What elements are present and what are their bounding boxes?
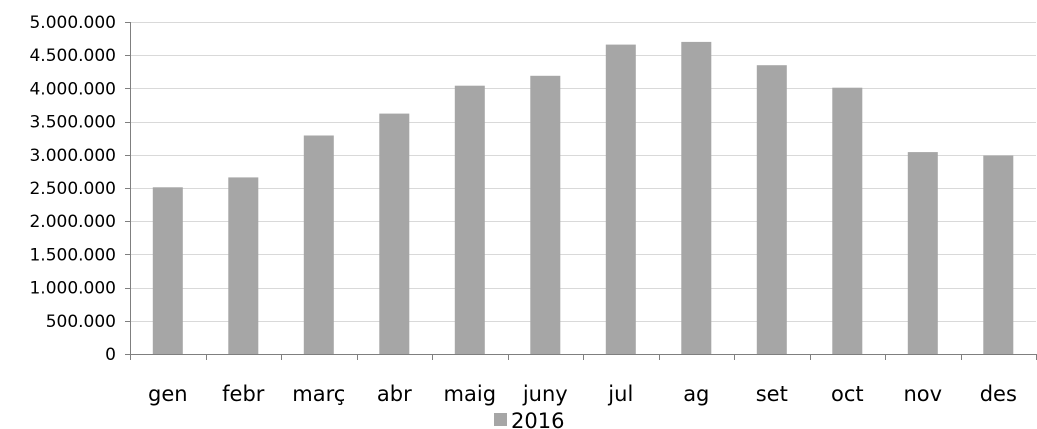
legend-swatch-2016 — [494, 413, 507, 426]
bar-maig — [454, 85, 485, 354]
bar-febr — [228, 177, 259, 354]
x-tick-label: abr — [377, 382, 412, 406]
bar-jul — [605, 44, 636, 354]
y-tick-label: 3.000.000 — [29, 146, 116, 166]
bar-ag — [681, 41, 712, 355]
bar-oct — [832, 87, 863, 354]
y-tick-label: 4.000.000 — [29, 79, 116, 99]
x-tick-label: ag — [683, 382, 709, 406]
x-tick-label: nov — [904, 382, 943, 406]
bar-març — [303, 135, 334, 354]
y-axis-tick-labels: 0 500.000 1.000.000 1.500.000 2.000.000 2.500… — [29, 13, 116, 365]
y-tick-label: 2.500.000 — [29, 179, 116, 199]
x-tick-label: set — [756, 382, 788, 406]
x-axis-category-labels: gen febr març abr maig juny jul ag set oct nov des — [148, 382, 1017, 406]
legend: 2016 — [494, 409, 564, 429]
bars — [152, 41, 1014, 355]
bar-des — [983, 155, 1014, 354]
y-tick-label: 3.500.000 — [29, 113, 116, 133]
x-tick-label: jul — [607, 382, 633, 406]
y-tick-label: 0 — [105, 345, 116, 365]
bar-nov — [907, 152, 938, 354]
y-tick-label: 4.500.000 — [29, 46, 116, 66]
bar-juny — [530, 75, 561, 355]
x-tick-label: maig — [444, 382, 497, 406]
axes — [125, 22, 1037, 360]
x-tick-label: març — [292, 382, 345, 406]
x-tick-label: oct — [831, 382, 864, 406]
y-tick-label: 2.000.000 — [29, 212, 116, 232]
y-tick-label: 5.000.000 — [29, 13, 116, 33]
x-tick-label: febr — [222, 382, 265, 406]
y-tick-label: 1.000.000 — [29, 279, 116, 299]
x-tick-label: des — [980, 382, 1017, 406]
gridlines — [130, 22, 1036, 322]
y-tick-label: 500.000 — [46, 312, 116, 332]
bar-abr — [379, 113, 410, 354]
legend-label-2016: 2016 — [511, 409, 564, 429]
y-tick-label: 1.500.000 — [29, 245, 116, 265]
bar-gen — [152, 187, 183, 354]
x-tick-label: gen — [148, 382, 188, 406]
x-tick-label: juny — [522, 382, 568, 406]
bar-set — [756, 65, 787, 354]
